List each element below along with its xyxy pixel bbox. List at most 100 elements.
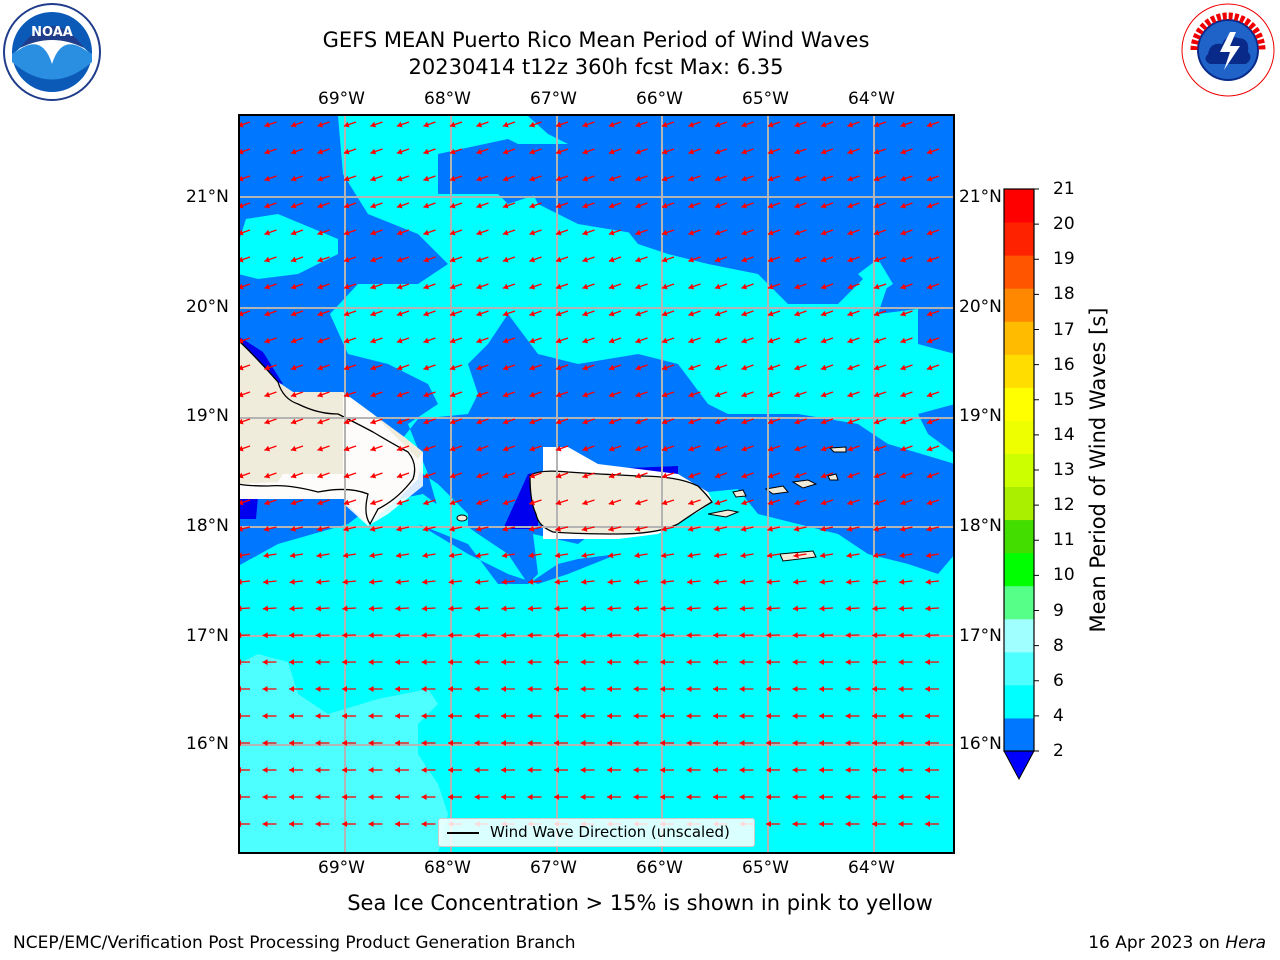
wind-wave-arrowhead	[714, 418, 721, 425]
wind-wave-arrowhead	[396, 148, 403, 155]
wind-wave-arrowhead	[688, 337, 695, 344]
wind-wave-arrowhead	[289, 821, 294, 827]
wind-wave-arrowhead	[845, 821, 851, 827]
wind-wave-arrowhead	[582, 202, 589, 209]
wind-wave-arrowhead	[370, 445, 377, 452]
wind-wave-arrowhead	[661, 148, 668, 155]
wind-wave-arrowhead	[264, 337, 271, 344]
wind-wave-arrowhead	[527, 605, 534, 612]
wind-wave-arrowhead	[633, 632, 639, 639]
wind-wave-arrowhead	[580, 794, 586, 800]
wind-wave-arrowhead	[370, 256, 377, 263]
colorbar-tick-label: 16	[1053, 354, 1075, 375]
wind-wave-arrowhead	[926, 445, 933, 452]
wind-wave-arrowhead	[661, 310, 668, 317]
wind-wave-arrowhead	[741, 310, 748, 317]
wind-wave-arrowhead	[635, 283, 642, 290]
wind-wave-arrowhead	[448, 578, 454, 585]
wind-wave-arrowhead	[740, 552, 746, 559]
wind-wave-arrowhead	[290, 202, 297, 209]
wind-wave-arrowhead	[502, 499, 509, 506]
wind-wave-arrowhead	[474, 767, 480, 773]
wind-wave-arrowhead	[873, 283, 880, 290]
wind-wave-arrowhead	[635, 418, 642, 425]
wind-wave-arrowhead	[794, 472, 801, 479]
wind-wave-arrowhead	[502, 418, 509, 425]
wind-wave-arrowhead	[395, 767, 400, 773]
wind-wave-arrowhead	[767, 229, 774, 236]
wind-wave-arrowhead	[898, 794, 904, 800]
wind-wave-arrowhead	[527, 659, 533, 666]
wind-wave-arrowhead	[661, 418, 668, 425]
wind-wave-arrowhead	[608, 445, 615, 452]
wind-wave-arrowhead	[582, 445, 589, 452]
colorbar-tick-label: 2	[1053, 741, 1064, 761]
wind-wave-arrowhead	[847, 310, 854, 317]
lon-label-bottom: 66°W	[636, 858, 683, 878]
wind-wave-arrowhead	[396, 445, 403, 452]
wind-wave-arrowhead	[633, 794, 639, 800]
wind-wave-arrowhead	[316, 578, 322, 585]
wind-wave-arrowhead	[423, 229, 430, 236]
wind-wave-arrowhead	[926, 175, 933, 182]
wind-wave-arrowhead	[370, 229, 377, 236]
wind-wave-arrowhead	[767, 391, 774, 398]
wind-wave-arrowhead	[448, 632, 454, 639]
wind-wave-arrowhead	[767, 364, 774, 371]
wind-wave-arrowhead	[635, 499, 641, 506]
wind-wave-arrowhead	[872, 552, 879, 559]
wind-wave-arrowhead	[449, 148, 456, 155]
wind-wave-arrowhead	[395, 821, 400, 827]
wind-wave-arrowhead	[899, 525, 906, 532]
sea-ice-note: Sea Ice Concentration > 15% is shown in …	[347, 891, 933, 915]
wind-wave-arrowhead	[898, 605, 905, 612]
wind-wave-arrowhead	[845, 713, 851, 719]
wind-wave-arrowhead	[714, 148, 721, 155]
wind-wave-arrowhead	[317, 229, 324, 236]
wind-wave-arrowhead	[554, 578, 560, 585]
map-panel: Wind Wave Direction (unscaled)	[238, 114, 955, 854]
wind-wave-arrowhead	[635, 391, 642, 398]
wind-wave-arrowhead	[315, 632, 321, 639]
wind-wave-arrowhead	[529, 121, 536, 128]
wind-wave-arrowhead	[872, 794, 877, 800]
wind-wave-arrowhead	[502, 283, 509, 290]
wind-wave-arrowhead	[369, 552, 375, 559]
wind-wave-arrowhead	[739, 632, 745, 639]
wind-wave-arrowhead	[317, 364, 324, 371]
wind-wave-arrowhead	[847, 445, 854, 452]
wind-wave-arrowhead	[820, 229, 827, 236]
wind-wave-arrowhead	[529, 202, 536, 209]
wind-wave-arrowhead	[846, 552, 852, 559]
wind-wave-arrowhead	[767, 175, 774, 182]
wind-wave-arrowhead	[819, 686, 825, 693]
colorbar-bin	[1004, 189, 1034, 223]
wind-wave-arrowhead	[342, 767, 347, 773]
wind-wave-arrowhead	[793, 552, 799, 559]
credit-branch: NCEP/EMC/Verification Post Processing Pr…	[13, 933, 576, 953]
wind-wave-arrowhead	[476, 445, 483, 452]
wind-wave-arrowhead	[474, 632, 480, 639]
wind-wave-arrowhead	[554, 659, 560, 666]
wind-wave-arrowhead	[474, 686, 480, 693]
map-svg	[238, 114, 955, 854]
wind-wave-arrowhead	[925, 632, 931, 639]
wind-wave-arrowhead	[740, 578, 746, 585]
wind-wave-arrowhead	[820, 337, 827, 344]
wind-wave-arrowhead	[767, 202, 774, 209]
wind-wave-arrowhead	[343, 148, 350, 155]
wind-wave-arrowhead	[686, 632, 692, 639]
wind-wave-arrowhead	[554, 632, 560, 639]
wind-wave-arrowhead	[845, 740, 851, 746]
wind-wave-arrowhead	[608, 418, 615, 425]
wind-wave-arrowhead	[448, 659, 454, 666]
wind-wave-arrowhead	[476, 418, 483, 425]
wind-wave-arrowhead	[527, 794, 533, 800]
wind-wave-arrowhead	[794, 499, 800, 506]
wind-wave-arrowhead	[873, 337, 880, 344]
wind-wave-arrowhead	[502, 175, 509, 182]
wind-wave-arrowhead	[845, 767, 851, 773]
wind-wave-arrowhead	[342, 632, 348, 639]
wind-wave-arrowhead	[900, 310, 907, 317]
wind-wave-arrowhead	[794, 229, 801, 236]
